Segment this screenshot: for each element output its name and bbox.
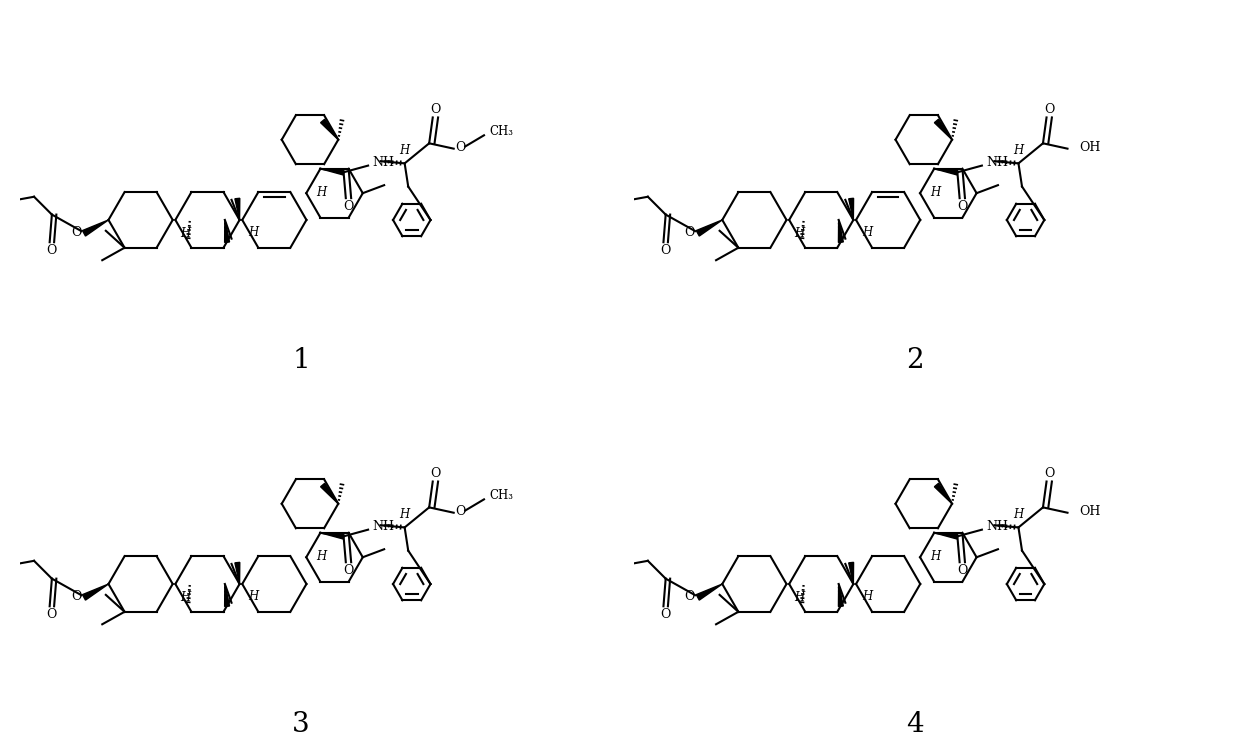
Polygon shape	[848, 198, 853, 220]
Text: H: H	[316, 186, 327, 199]
Text: 2: 2	[906, 347, 924, 374]
Polygon shape	[321, 483, 339, 504]
Text: 3: 3	[293, 711, 310, 738]
Polygon shape	[83, 220, 108, 236]
Polygon shape	[848, 562, 853, 584]
Polygon shape	[935, 483, 952, 504]
Polygon shape	[838, 584, 843, 606]
Text: 1: 1	[293, 347, 310, 374]
Text: H: H	[316, 550, 327, 563]
Text: 4: 4	[906, 711, 924, 738]
Polygon shape	[224, 220, 229, 242]
Text: O: O	[71, 590, 81, 603]
Text: O: O	[1044, 467, 1054, 480]
Text: O: O	[957, 564, 967, 577]
Text: NH: NH	[372, 155, 394, 169]
Text: H: H	[795, 227, 805, 240]
Text: O: O	[46, 608, 57, 621]
Text: O: O	[71, 226, 81, 239]
Text: O: O	[455, 141, 466, 154]
Text: H: H	[248, 226, 258, 239]
Text: H: H	[1013, 508, 1023, 522]
Text: O: O	[684, 590, 694, 603]
Text: O: O	[957, 200, 967, 212]
Polygon shape	[320, 533, 343, 539]
Text: H: H	[930, 186, 941, 199]
Text: NH: NH	[372, 519, 394, 533]
Text: OH: OH	[1079, 141, 1100, 155]
Text: O: O	[430, 467, 440, 480]
Polygon shape	[234, 198, 239, 220]
Text: O: O	[660, 244, 671, 257]
Polygon shape	[934, 533, 957, 539]
Polygon shape	[934, 169, 957, 175]
Text: CH₃: CH₃	[490, 490, 513, 502]
Text: O: O	[1044, 103, 1054, 116]
Text: O: O	[46, 244, 57, 257]
Text: O: O	[343, 200, 353, 212]
Polygon shape	[697, 220, 722, 236]
Polygon shape	[697, 584, 722, 600]
Polygon shape	[321, 119, 339, 140]
Text: H: H	[930, 550, 941, 563]
Text: H: H	[1013, 144, 1023, 158]
Text: CH₃: CH₃	[490, 126, 513, 138]
Text: O: O	[455, 505, 466, 518]
Text: O: O	[660, 608, 671, 621]
Text: H: H	[862, 226, 872, 239]
Polygon shape	[83, 584, 108, 600]
Text: H: H	[399, 508, 409, 522]
Text: H: H	[181, 227, 191, 240]
Text: H: H	[181, 591, 191, 604]
Polygon shape	[234, 562, 239, 584]
Text: H: H	[795, 591, 805, 604]
Text: H: H	[862, 590, 872, 603]
Polygon shape	[224, 584, 229, 606]
Text: NH: NH	[986, 519, 1008, 533]
Text: NH: NH	[986, 155, 1008, 169]
Text: O: O	[430, 103, 440, 116]
Text: O: O	[343, 564, 353, 577]
Polygon shape	[935, 119, 952, 140]
Polygon shape	[838, 220, 843, 242]
Text: OH: OH	[1079, 505, 1100, 519]
Text: H: H	[248, 590, 258, 603]
Text: H: H	[399, 144, 409, 158]
Text: O: O	[684, 226, 694, 239]
Polygon shape	[320, 169, 343, 175]
